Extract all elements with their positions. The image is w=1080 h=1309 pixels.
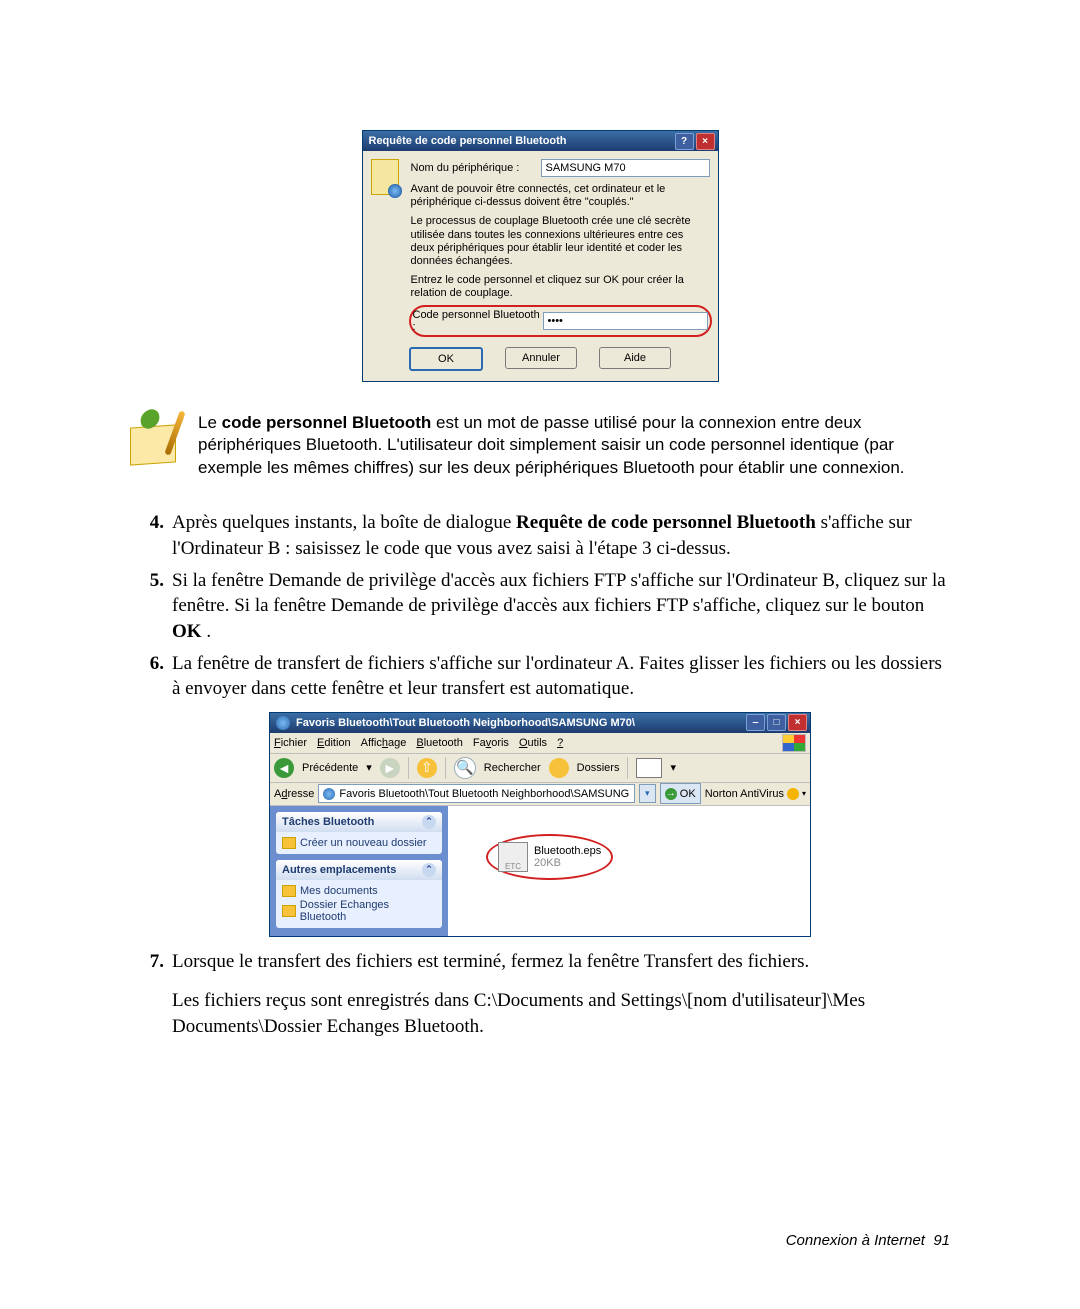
- bluetooth-icon: [276, 716, 290, 730]
- menu-edit[interactable]: Edition: [317, 737, 351, 749]
- note-icon: [130, 412, 178, 464]
- menu-bluetooth[interactable]: Bluetooth: [416, 737, 463, 749]
- address-input[interactable]: Favoris Bluetooth\Tout Bluetooth Neighbo…: [318, 784, 634, 803]
- explorer-title: Favoris Bluetooth\Tout Bluetooth Neighbo…: [296, 717, 635, 729]
- go-button[interactable]: → OK: [660, 783, 701, 804]
- views-icon[interactable]: [636, 758, 662, 778]
- task-pane: Tâches Bluetooth ⌃ Créer un nouveau doss…: [270, 806, 448, 936]
- device-name-field: [541, 159, 710, 177]
- file-name: Bluetooth.eps: [534, 845, 601, 857]
- cancel-button[interactable]: Annuler: [505, 347, 577, 369]
- go-arrow-icon: →: [665, 788, 677, 800]
- dialog-title: Requête de code personnel Bluetooth: [369, 135, 567, 147]
- step-5: 5. Si la fenêtre Demande de privilège d'…: [130, 568, 950, 645]
- menu-help[interactable]: ?: [557, 737, 563, 749]
- dialog-info-3: Entrez le code personnel et cliquez sur …: [411, 274, 710, 300]
- menu-view[interactable]: Affichage: [361, 737, 407, 749]
- search-icon[interactable]: 🔍: [454, 757, 476, 779]
- menu-file[interactable]: Fichier: [274, 737, 307, 749]
- address-label: Adresse: [274, 788, 314, 800]
- menu-bar: Fichier Edition Affichage Bluetooth Favo…: [270, 733, 810, 754]
- exchange-folder-link[interactable]: Dossier Echanges Bluetooth: [282, 898, 436, 924]
- close-icon[interactable]: ×: [788, 714, 807, 731]
- step-7: 7. Lorsque le transfert des fichiers est…: [130, 949, 950, 1040]
- search-label[interactable]: Rechercher: [484, 762, 541, 774]
- dialog-info-1: Avant de pouvoir être connectés, cet ord…: [411, 183, 710, 209]
- windows-flag-icon: [782, 734, 806, 752]
- pairing-icon: [371, 159, 399, 195]
- menu-tools[interactable]: Outils: [519, 737, 547, 749]
- back-icon[interactable]: ◄: [274, 758, 294, 778]
- bluetooth-pairing-dialog: Requête de code personnel Bluetooth ? × …: [362, 130, 719, 382]
- step-4: 4. Après quelques instants, la boîte de …: [130, 510, 950, 561]
- folders-label[interactable]: Dossiers: [577, 762, 620, 774]
- collapse-icon[interactable]: ⌃: [422, 815, 436, 829]
- page-footer: Connexion à Internet 91: [786, 1232, 950, 1249]
- explorer-window: Favoris Bluetooth\Tout Bluetooth Neighbo…: [269, 712, 811, 937]
- highlighted-file[interactable]: ETC Bluetooth.eps 20KB: [486, 834, 613, 880]
- my-documents-link[interactable]: Mes documents: [282, 884, 436, 898]
- up-icon[interactable]: ⇧: [417, 758, 437, 778]
- help-icon[interactable]: ?: [675, 133, 694, 150]
- toolbar: ◄ Précédente▾ ► ⇧ 🔍 Rechercher Dossiers …: [270, 754, 810, 783]
- dialog-titlebar: Requête de code personnel Bluetooth ? ×: [363, 131, 718, 151]
- back-label[interactable]: Précédente: [302, 762, 358, 774]
- file-size: 20KB: [534, 857, 601, 869]
- bluetooth-code-input[interactable]: [543, 312, 708, 330]
- info-note: Le code personnel Bluetooth est un mot d…: [130, 412, 950, 481]
- forward-icon: ►: [380, 758, 400, 778]
- step-6: 6. La fenêtre de transfert de fichiers s…: [130, 651, 950, 702]
- folders-icon[interactable]: [549, 758, 569, 778]
- explorer-titlebar: Favoris Bluetooth\Tout Bluetooth Neighbo…: [270, 713, 810, 733]
- bluetooth-folder-icon: [323, 788, 335, 800]
- dialog-info-2: Le processus de couplage Bluetooth crée …: [411, 215, 710, 268]
- code-label: Code personnel Bluetooth :: [413, 309, 543, 333]
- close-icon[interactable]: ×: [696, 133, 715, 150]
- ok-button[interactable]: OK: [409, 347, 483, 371]
- document-page: Requête de code personnel Bluetooth ? × …: [0, 0, 1080, 1309]
- device-name-label: Nom du périphérique :: [411, 162, 541, 174]
- maximize-icon[interactable]: □: [767, 714, 786, 731]
- folder-icon: [282, 905, 296, 917]
- folder-icon: [282, 885, 296, 897]
- minimize-icon[interactable]: ‒: [746, 714, 765, 731]
- file-list-area[interactable]: ETC Bluetooth.eps 20KB: [448, 806, 810, 936]
- collapse-icon[interactable]: ⌃: [422, 863, 436, 877]
- norton-toolbar[interactable]: Norton AntiVirus ▾: [705, 788, 806, 800]
- other-places-group: Autres emplacements ⌃ Mes documents Doss…: [276, 860, 442, 928]
- bluetooth-tasks-group: Tâches Bluetooth ⌃ Créer un nouveau doss…: [276, 812, 442, 854]
- folder-icon: [282, 837, 296, 849]
- menu-favorites[interactable]: Favoris: [473, 737, 509, 749]
- address-dropdown-icon[interactable]: ▾: [639, 784, 656, 803]
- new-folder-link[interactable]: Créer un nouveau dossier: [282, 836, 436, 850]
- address-bar: Adresse Favoris Bluetooth\Tout Bluetooth…: [270, 783, 810, 806]
- file-icon: ETC: [498, 842, 528, 872]
- note-text: Le code personnel Bluetooth est un mot d…: [198, 412, 950, 481]
- help-button[interactable]: Aide: [599, 347, 671, 369]
- norton-icon: [787, 788, 799, 800]
